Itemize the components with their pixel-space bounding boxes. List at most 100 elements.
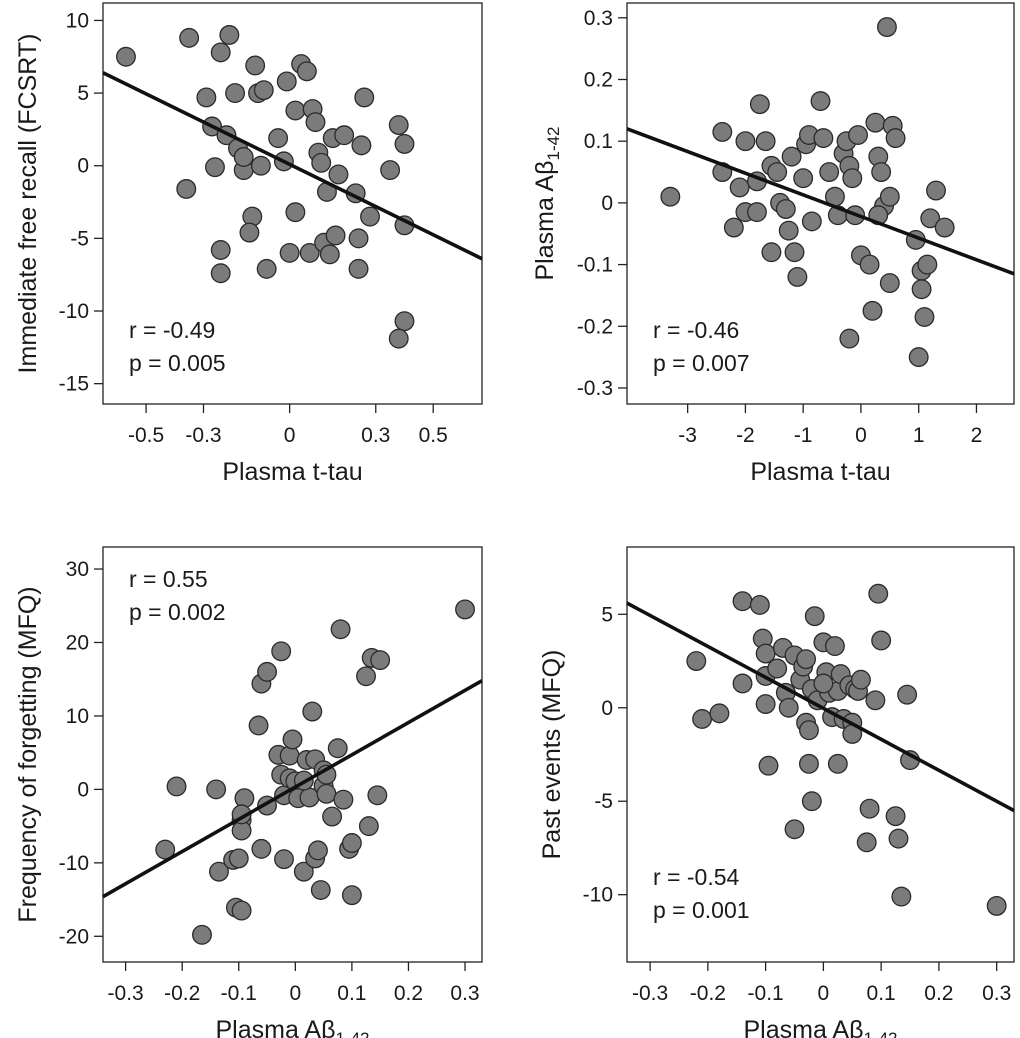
data-point	[781, 146, 802, 167]
data-point	[842, 168, 863, 189]
data-point	[732, 673, 753, 694]
y-tick-label: 0	[77, 155, 89, 178]
data-point	[250, 155, 271, 176]
data-point	[865, 112, 886, 133]
data-point	[206, 779, 227, 800]
data-point	[824, 636, 845, 657]
x-tick-label: 0.2	[394, 982, 423, 1005]
data-point	[660, 186, 681, 207]
plot-frame	[102, 546, 483, 963]
data-point	[316, 783, 337, 804]
data-point	[784, 242, 805, 263]
data-point	[234, 788, 255, 809]
correlation-r-label: r = -0.49	[129, 317, 215, 343]
data-point	[735, 131, 756, 152]
data-point	[209, 861, 229, 882]
y-tick-label: 0.1	[584, 130, 613, 153]
data-point	[891, 886, 912, 907]
data-point	[356, 666, 376, 687]
data-point	[231, 900, 252, 921]
x-tick-label: -0.2	[690, 982, 726, 1005]
data-point	[351, 135, 372, 156]
data-point	[868, 583, 889, 604]
data-point	[709, 703, 730, 724]
data-point	[394, 133, 415, 154]
data-points	[116, 25, 415, 349]
y-tick-label: -10	[583, 884, 613, 907]
data-point	[876, 17, 897, 38]
x-tick-label: -2	[736, 424, 755, 447]
y-tick-label: -20	[59, 925, 89, 948]
data-point	[285, 100, 306, 121]
data-point	[747, 202, 767, 223]
data-point	[749, 94, 770, 115]
x-tick-label: -0.3	[632, 982, 668, 1005]
data-point	[354, 87, 375, 108]
data-point	[166, 776, 187, 797]
data-point	[282, 729, 303, 750]
data-point	[859, 254, 880, 275]
data-point	[360, 206, 380, 227]
y-tick-label: 0	[601, 697, 613, 720]
data-point	[330, 619, 351, 640]
data-point	[986, 895, 1007, 916]
data-point	[455, 599, 475, 620]
x-tick-label: -0.3	[108, 982, 144, 1005]
y-tick-label: -5	[594, 790, 613, 813]
data-point	[305, 112, 326, 133]
data-point	[850, 669, 871, 690]
x-tick-label: 0	[855, 424, 867, 447]
data-point	[271, 641, 292, 662]
correlation-r-label: r = -0.46	[653, 317, 739, 343]
scatter-panel-1: -0.5 -0.3 0 0.3 0.5 10 5 0 -5 -10 -15 Plasma t-tau I…	[14, 2, 483, 486]
data-point	[813, 128, 834, 149]
data-point	[778, 220, 799, 241]
correlation-r-label: r = -0.54	[653, 864, 740, 890]
data-point	[723, 217, 744, 238]
data-point	[819, 162, 840, 182]
data-point	[859, 798, 880, 819]
data-point	[268, 128, 289, 149]
data-point	[219, 25, 240, 45]
data-point	[367, 785, 388, 806]
data-point	[761, 242, 782, 263]
data-point	[210, 263, 231, 284]
data-point	[310, 880, 331, 900]
correlation-p-label: p = 0.001	[653, 897, 750, 923]
y-tick-label: 10	[66, 705, 89, 728]
scatter-panel-4: -0.3 -0.2 -0.1 0 0.1 0.2 0.3 5 0 -5 -10 Plasma Aβ1-…	[538, 546, 1015, 1038]
correlation-p-label: p = 0.002	[129, 599, 226, 625]
data-point	[293, 861, 314, 882]
data-point	[299, 242, 320, 263]
data-point	[908, 347, 929, 368]
data-point	[245, 55, 266, 76]
data-point	[285, 202, 306, 223]
data-point	[798, 720, 819, 741]
data-point	[274, 849, 294, 870]
x-axis-label: Plasma t-tau	[750, 458, 890, 486]
regression-line	[626, 601, 1015, 813]
data-point	[380, 160, 401, 181]
data-point	[328, 164, 349, 185]
data-point	[926, 180, 946, 201]
x-tick-label: 0.1	[337, 982, 366, 1005]
y-tick-label: -0.3	[577, 377, 613, 400]
x-axis-label: Plasma t-tau	[222, 458, 362, 486]
y-axis-label: Frequency of forgetting (MFQ)	[14, 586, 42, 922]
data-point	[276, 71, 297, 92]
data-point	[251, 838, 272, 859]
x-tick-label: 0	[818, 982, 830, 1005]
regression-line	[102, 679, 483, 899]
data-point	[370, 650, 391, 671]
data-point	[712, 121, 733, 142]
data-point	[871, 162, 892, 182]
data-point	[767, 162, 788, 182]
data-point	[914, 307, 935, 327]
x-tick-label: 0.2	[924, 982, 953, 1005]
data-point	[311, 152, 332, 173]
data-point	[848, 125, 868, 145]
correlation-p-label: p = 0.007	[653, 350, 750, 376]
x-axis-label: Plasma Aβ1-42	[743, 1016, 897, 1038]
data-point	[210, 240, 231, 260]
data-point	[885, 806, 906, 827]
